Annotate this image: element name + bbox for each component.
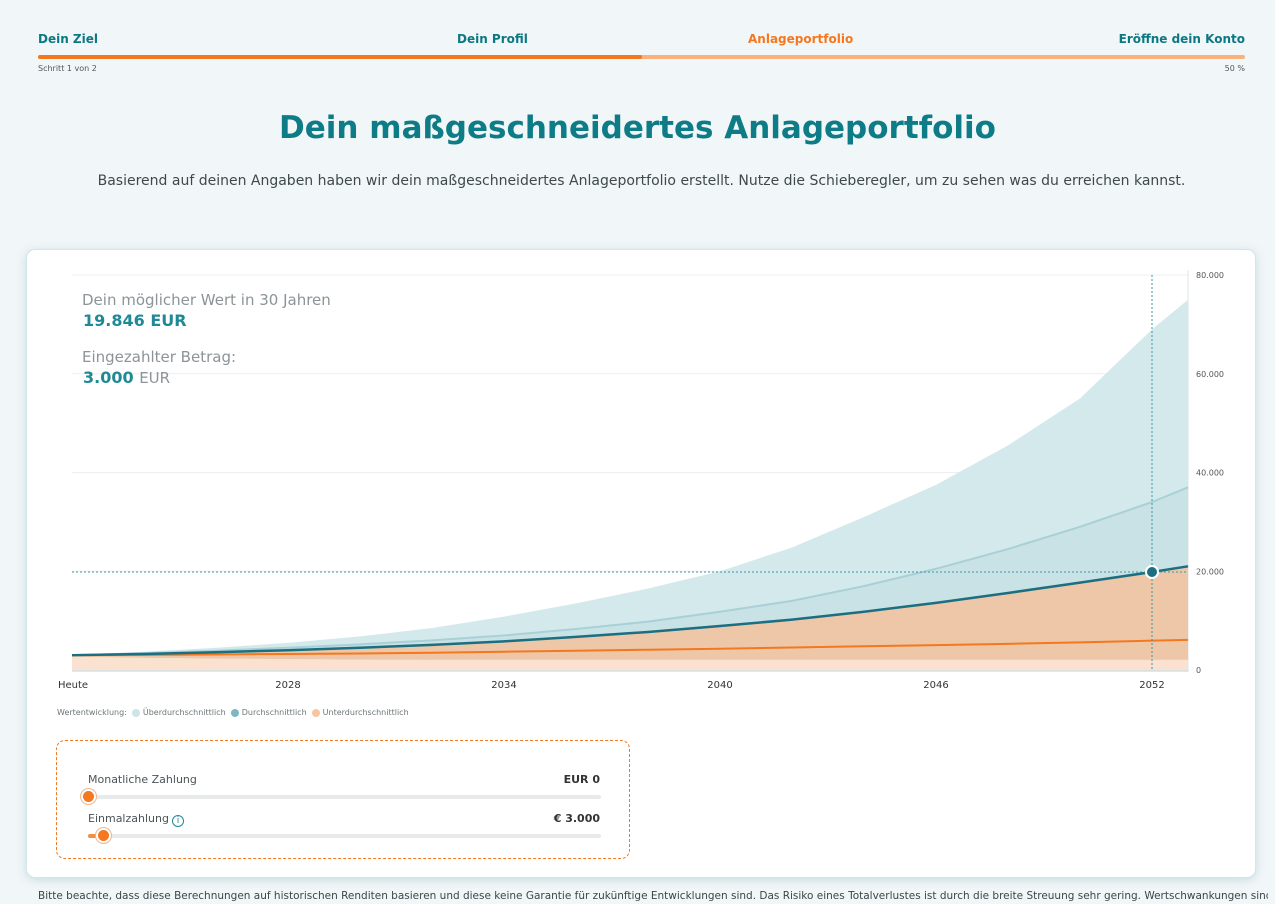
monthly-payment-label: Monatliche Zahlung: [88, 773, 197, 786]
step-counter: Schritt 1 von 2: [38, 64, 97, 73]
page-subtitle: Basierend auf deinen Angaben haben wir d…: [97, 173, 1186, 189]
y-tick-label: 0: [1196, 666, 1201, 675]
x-tick-label: 2028: [275, 680, 300, 691]
oneoff-payment-label-text: Einmalzahlung: [88, 812, 169, 825]
growth-chart[interactable]: 80.000 60.000 40.000 20.000 0 Heute 2028 2034 20…: [27, 250, 1255, 730]
slider-panel: Monatliche Zahlung EUR 0 Einmalzahlung i …: [56, 740, 630, 859]
oneoff-payment-slider-fill: [88, 834, 104, 838]
page-title: Dein maßgeschneidertes Anlageportfolio: [279, 110, 996, 146]
portfolio-card: 80.000 60.000 40.000 20.000 0 Heute 2028 2034 20…: [27, 250, 1255, 877]
paid-in-label: Eingezahlter Betrag:: [82, 348, 237, 366]
area-average: [72, 487, 1188, 656]
x-tick-label: 2040: [707, 680, 732, 691]
legend-above-average: Überdurchschnittlich: [142, 708, 226, 717]
possible-value: 19.846 EUR: [83, 311, 187, 330]
paid-in-value: 3.000: [83, 368, 134, 387]
x-tick-label: 2052: [1139, 680, 1164, 691]
y-tick-label: 80.000: [1196, 271, 1224, 280]
monthly-payment-slider[interactable]: [88, 795, 601, 799]
average-band-upper-line: [71, 486, 1189, 657]
oneoff-payment-slider-thumb[interactable]: [96, 828, 112, 843]
legend-average-dot: [230, 708, 239, 717]
legend-below-average-dot: [311, 708, 320, 717]
disclaimer-text: Bitte beachte, dass diese Berechnungen a…: [38, 890, 1268, 902]
y-tick-label: 60.000: [1196, 370, 1224, 379]
average-line: [71, 565, 1189, 657]
area-above-average: [72, 299, 1188, 656]
x-tick-label: Heute: [58, 680, 88, 691]
area-below-average-floor: [72, 656, 1188, 670]
chart-legend: Wertentwicklung: Überdurchschnittlich Du…: [57, 708, 409, 717]
progress-bar: [38, 55, 1245, 59]
paid-in-currency: EUR: [139, 369, 171, 387]
area-below-average: [72, 566, 1188, 660]
y-tick-label: 20.000: [1196, 567, 1224, 576]
possible-value-label: Dein möglicher Wert in 30 Jahren: [82, 291, 331, 309]
legend-above-average-dot: [131, 708, 140, 717]
step-anlageportfolio[interactable]: Anlageportfolio: [748, 32, 854, 46]
step-eroeffne-konto[interactable]: Eröffne dein Konto: [1118, 32, 1245, 46]
legend-average: Durchschnittlich: [241, 708, 307, 717]
highlight-marker: [1145, 565, 1159, 580]
x-tick-label: 2046: [923, 680, 948, 691]
progress-bar-fill: [38, 55, 642, 59]
legend-title: Wertentwicklung:: [57, 708, 127, 717]
y-tick-label: 40.000: [1196, 469, 1224, 478]
monthly-payment-value: EUR 0: [563, 773, 600, 786]
below-average-line: [71, 638, 1189, 657]
oneoff-payment-value: € 3.000: [553, 812, 600, 825]
info-icon[interactable]: i: [171, 815, 184, 827]
oneoff-payment-slider[interactable]: [88, 834, 601, 838]
legend-below-average: Unterdurchschnittlich: [322, 708, 409, 717]
progress-stepper: Dein Ziel Dein Profil Anlageportfolio Er…: [38, 32, 1245, 77]
monthly-payment-slider-thumb[interactable]: [81, 789, 96, 804]
progress-percent: 50 %: [1224, 64, 1245, 73]
oneoff-payment-label: Einmalzahlung i: [88, 812, 184, 827]
step-dein-ziel[interactable]: Dein Ziel: [38, 32, 98, 46]
x-tick-label: 2034: [491, 680, 516, 691]
paid-in-amount: 3.000 EUR: [83, 368, 170, 387]
step-dein-profil[interactable]: Dein Profil: [457, 32, 528, 46]
